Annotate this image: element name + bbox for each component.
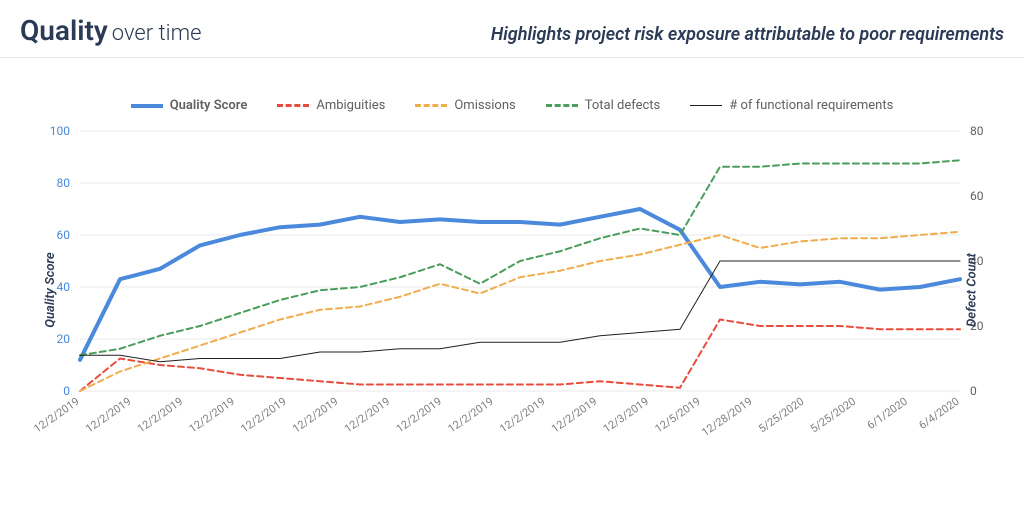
legend-item[interactable]: Quality Score <box>131 98 248 113</box>
svg-text:12/2/2019: 12/2/2019 <box>290 395 340 436</box>
svg-text:12/2/2019: 12/2/2019 <box>497 395 547 436</box>
svg-text:12/2/2019: 12/2/2019 <box>238 395 288 436</box>
svg-text:12/2/2019: 12/2/2019 <box>394 395 444 436</box>
svg-text:40: 40 <box>57 280 71 294</box>
svg-text:0: 0 <box>970 384 977 398</box>
svg-text:12/2/2019: 12/2/2019 <box>83 395 133 436</box>
svg-text:12/2/2019: 12/2/2019 <box>549 395 599 436</box>
legend-item[interactable]: Omissions <box>415 98 515 113</box>
chart-area: Quality Score Defect Count 0 20 40 60 80 100 0… <box>25 125 999 455</box>
svg-text:12/3/2019: 12/3/2019 <box>601 395 651 436</box>
legend-label: Omissions <box>454 98 515 113</box>
y-axis-left-label: Quality Score <box>43 252 58 327</box>
svg-text:5/25/2020: 5/25/2020 <box>808 395 858 436</box>
svg-text:60: 60 <box>970 189 984 203</box>
svg-text:5/25/2020: 5/25/2020 <box>756 395 806 436</box>
legend-swatch <box>546 104 578 107</box>
legend-swatch <box>690 105 722 106</box>
chart-header: Quality over time Highlights project ris… <box>0 0 1024 58</box>
svg-text:20: 20 <box>57 332 71 346</box>
svg-text:80: 80 <box>57 176 71 190</box>
legend-label: Quality Score <box>170 98 248 113</box>
chart-legend: Quality Score Ambiguities Omissions Total d… <box>25 98 999 113</box>
svg-text:100: 100 <box>50 125 70 138</box>
svg-text:12/2/2019: 12/2/2019 <box>135 395 185 436</box>
svg-text:12/2/2019: 12/2/2019 <box>445 395 495 436</box>
title-sub: over time <box>112 21 202 46</box>
chart-plot: 02040608010002040608012/2/201912/2/20191… <box>25 125 1005 455</box>
svg-text:60: 60 <box>57 228 71 242</box>
svg-text:0: 0 <box>63 384 70 398</box>
svg-text:12/2/2019: 12/2/2019 <box>187 395 237 436</box>
svg-text:12/2/2019: 12/2/2019 <box>31 395 81 436</box>
chart-subtitle: Highlights project risk exposure attribu… <box>491 24 1004 45</box>
svg-text:6/4/2020: 6/4/2020 <box>916 395 961 432</box>
title-main: Quality <box>20 14 108 47</box>
legend-item[interactable]: # of functional requirements <box>690 98 893 113</box>
legend-swatch <box>415 104 447 107</box>
chart-container: Quality Score Ambiguities Omissions Total d… <box>0 58 1024 465</box>
svg-text:12/2/2019: 12/2/2019 <box>342 395 392 436</box>
svg-text:12/28/2019: 12/28/2019 <box>699 395 754 439</box>
legend-label: Total defects <box>585 98 661 113</box>
legend-label: Ambiguities <box>316 98 385 113</box>
legend-label: # of functional requirements <box>729 98 893 113</box>
chart-title: Quality over time <box>20 14 201 47</box>
svg-text:80: 80 <box>970 125 984 138</box>
legend-item[interactable]: Total defects <box>546 98 661 113</box>
legend-swatch <box>131 104 163 108</box>
legend-swatch <box>277 104 309 107</box>
svg-text:6/1/2020: 6/1/2020 <box>865 395 910 432</box>
svg-text:12/5/2019: 12/5/2019 <box>653 395 703 436</box>
y-axis-right-label: Defect Count <box>965 253 980 327</box>
legend-item[interactable]: Ambiguities <box>277 98 385 113</box>
